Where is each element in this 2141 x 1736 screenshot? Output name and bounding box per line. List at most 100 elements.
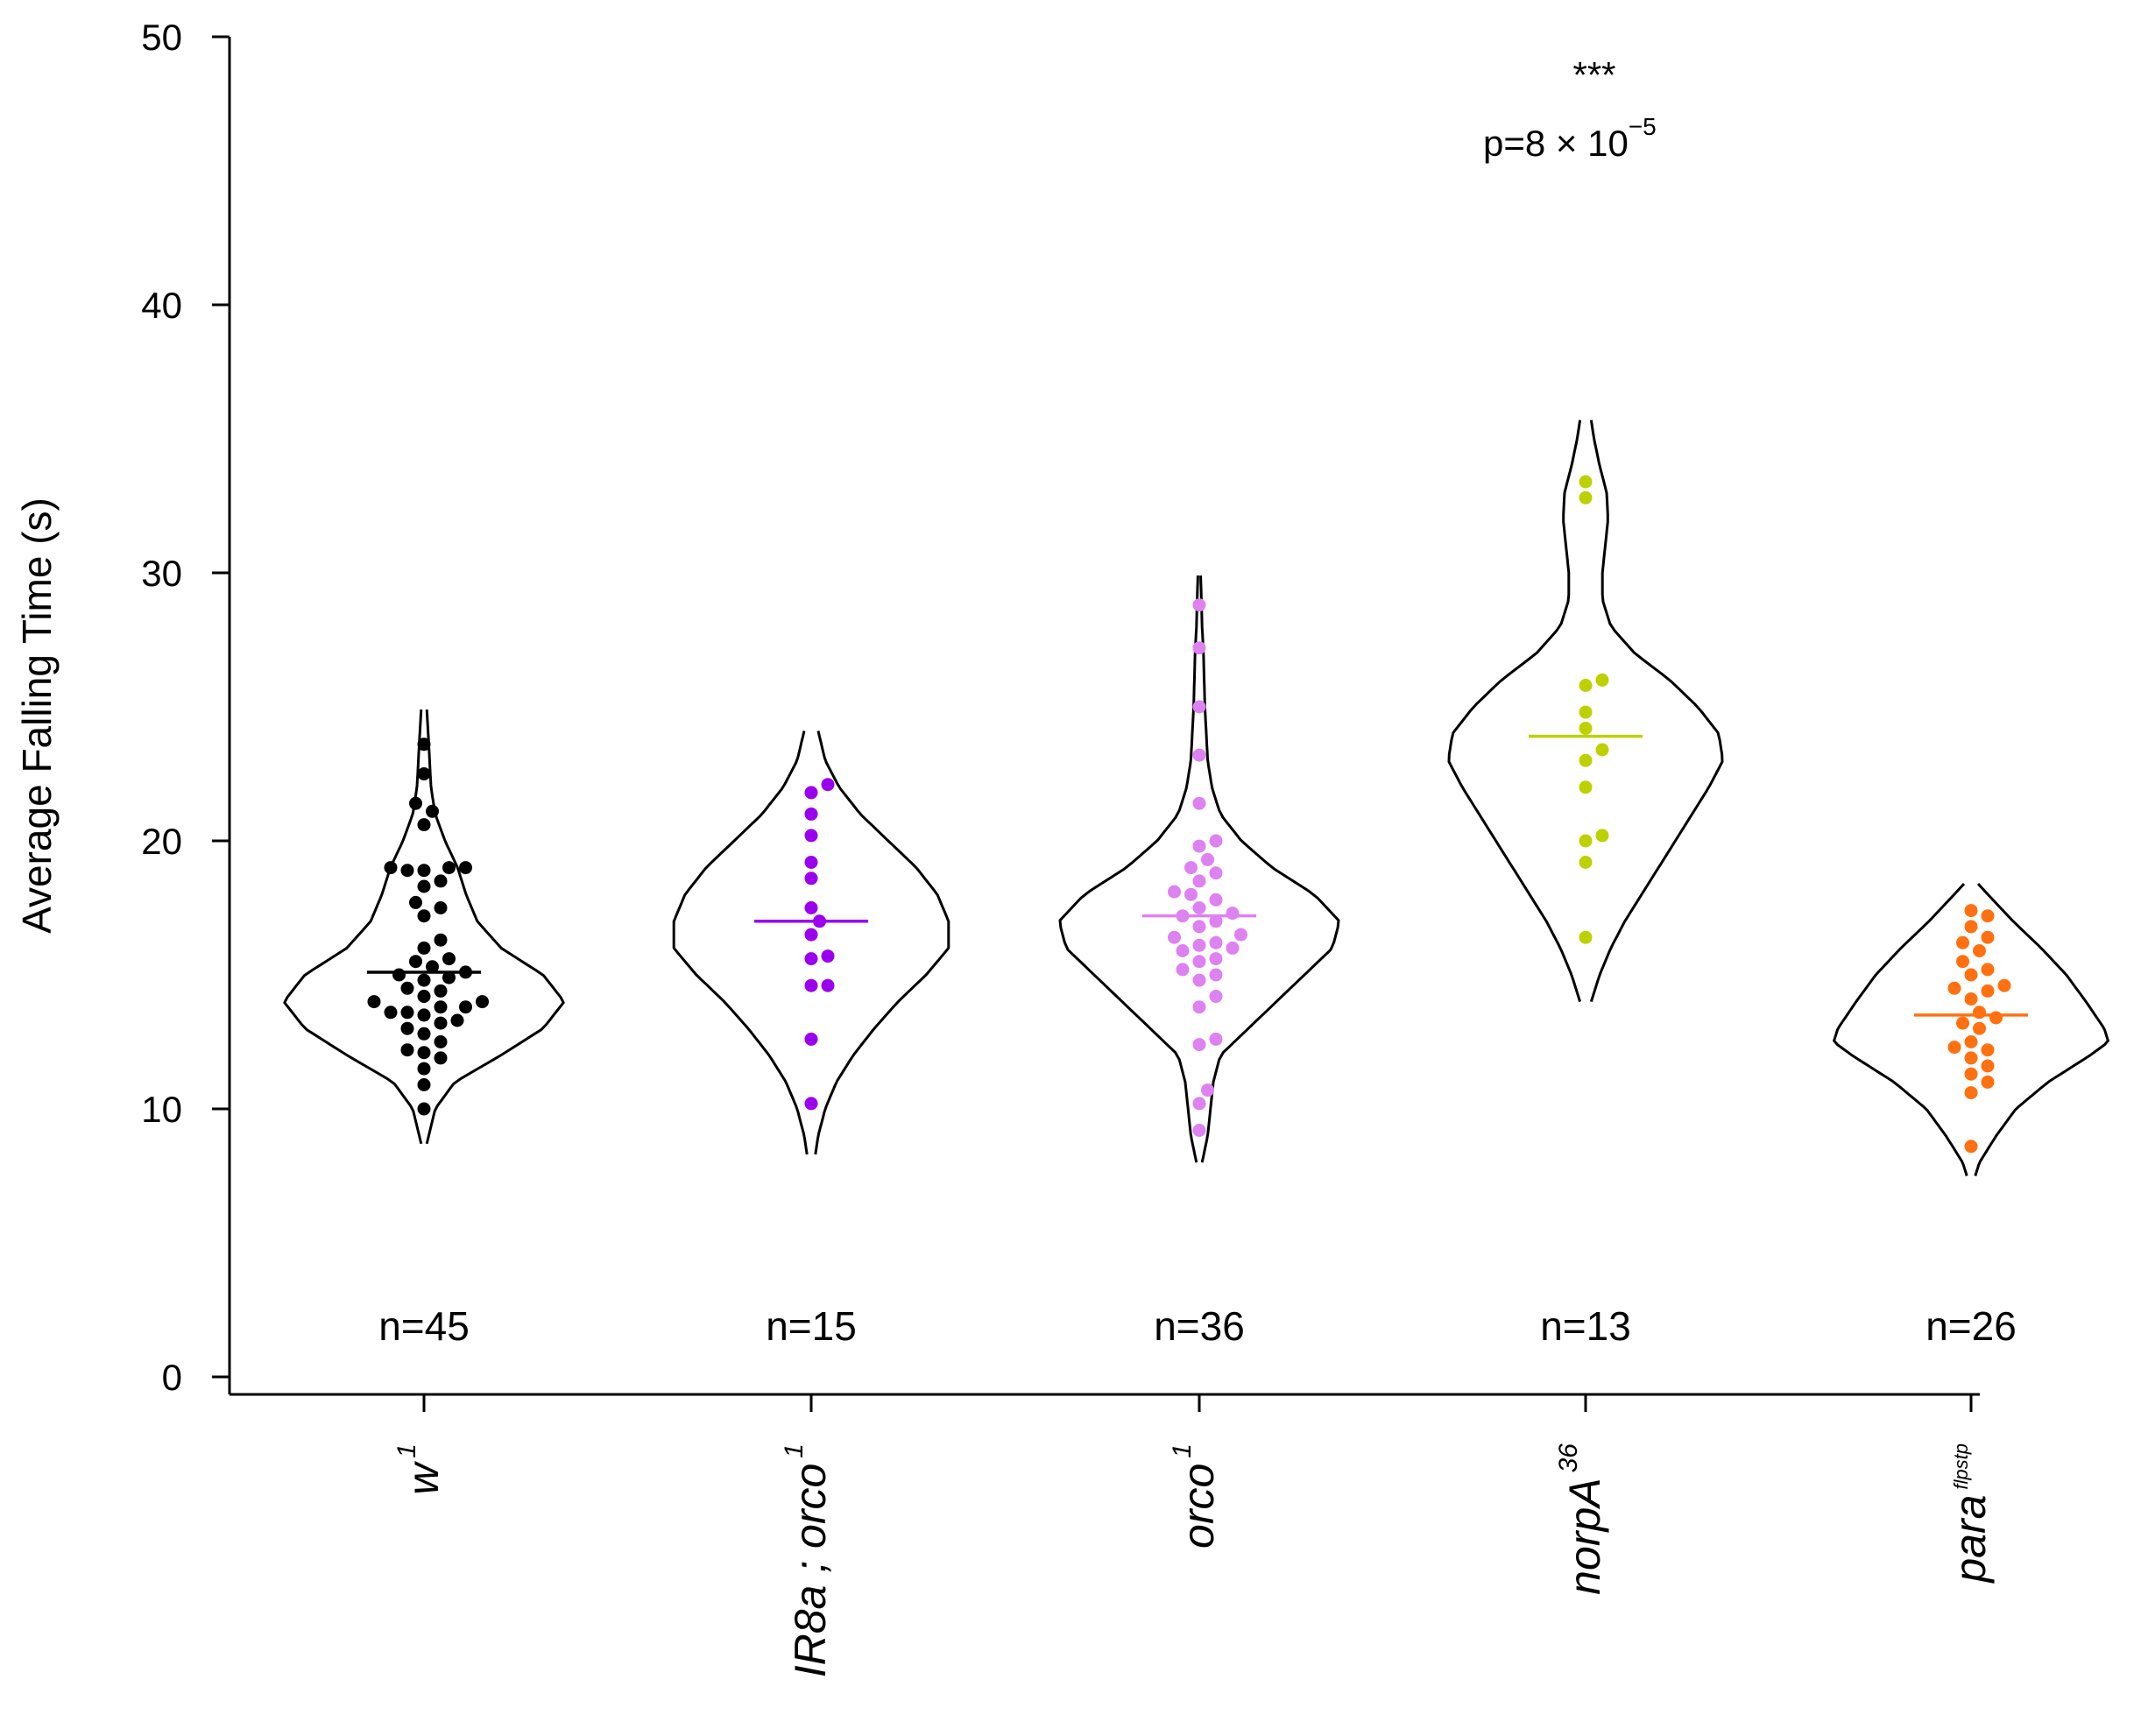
data-point: [400, 981, 414, 995]
data-point: [1964, 1140, 1978, 1154]
p-value-exponent: −5: [1629, 113, 1657, 140]
data-point: [1964, 992, 1978, 1006]
data-point: [1192, 1097, 1206, 1111]
data-point: [1192, 598, 1206, 612]
data-point: [821, 778, 835, 792]
x-category-superscript: 1: [1168, 1443, 1197, 1458]
data-point: [1579, 856, 1593, 869]
data-point: [1579, 475, 1593, 489]
x-category-superscript: 1: [392, 1443, 421, 1458]
data-point: [1989, 1011, 2003, 1025]
x-category-label: IR8a ; orco 1: [780, 1443, 835, 1677]
data-point: [804, 807, 818, 821]
data-point: [1192, 955, 1206, 969]
data-point: [417, 1027, 431, 1041]
violin-group: [1058, 575, 1340, 1163]
y-tick-label: 50: [141, 17, 182, 58]
data-point: [1184, 887, 1198, 901]
data-point: [804, 901, 818, 914]
x-category-label: norpA 36: [1554, 1443, 1609, 1595]
data-point: [804, 856, 818, 869]
data-point: [1579, 834, 1593, 848]
violins: [283, 420, 2109, 1176]
data-point: [1234, 928, 1247, 942]
data-point: [821, 978, 835, 992]
x-category-name: IR8a ; orco: [786, 1464, 835, 1678]
data-point: [1973, 944, 1986, 957]
data-point: [1192, 938, 1206, 952]
y-tick-label: 40: [141, 285, 182, 326]
data-point: [1192, 901, 1206, 914]
data-point: [417, 990, 431, 1003]
x-axis: [230, 1393, 1980, 1412]
data-point: [417, 864, 431, 878]
data-point: [1964, 1067, 1978, 1081]
data-point: [1981, 909, 1995, 923]
data-point: [1981, 1075, 1995, 1089]
data-point: [442, 952, 456, 966]
x-category-superscript: 36: [1554, 1443, 1583, 1473]
significance-stars: ***: [1572, 54, 1615, 95]
data-point: [1192, 641, 1206, 655]
data-point: [1209, 968, 1223, 982]
data-point: [417, 973, 431, 987]
y-axis: 0 10 20 30 40 50: [141, 17, 231, 1398]
n-labels: n=45 n=15 n=36 n=13 n=26: [378, 1303, 2017, 1349]
n-label: n=15: [766, 1303, 857, 1349]
data-point: [417, 1102, 431, 1116]
data-point: [434, 1000, 448, 1014]
data-point: [804, 786, 818, 800]
data-point: [434, 874, 448, 888]
data-point: [1192, 839, 1206, 853]
data-point: [1209, 1032, 1223, 1046]
data-point: [400, 1021, 414, 1035]
data-point: [1209, 952, 1223, 966]
data-point: [1209, 935, 1223, 949]
data-point: [1956, 955, 1969, 969]
violin-outline-left: [1058, 575, 1199, 1163]
x-category-superscript: 1: [780, 1443, 809, 1458]
data-point: [367, 995, 381, 1009]
data-point: [1209, 914, 1223, 928]
data-point: [417, 767, 431, 780]
violin-group: [283, 709, 565, 1145]
data-point: [804, 872, 818, 886]
data-point: [804, 978, 818, 992]
data-point: [1579, 722, 1593, 735]
data-point: [804, 928, 818, 942]
p-value-text: p=8 × 10: [1483, 123, 1629, 164]
data-point: [434, 901, 448, 914]
data-point: [434, 1035, 448, 1048]
data-point: [459, 1000, 472, 1014]
x-category-name: w: [399, 1461, 448, 1495]
x-category-name: orco: [1174, 1464, 1223, 1549]
data-point: [1192, 700, 1206, 714]
data-point: [1964, 1035, 1978, 1048]
data-point: [1579, 930, 1593, 944]
data-point: [417, 909, 431, 923]
data-point: [442, 970, 456, 984]
violin-outline-left: [1447, 420, 1582, 1003]
data-point: [1209, 990, 1223, 1003]
data-point: [1973, 1021, 1986, 1035]
violin-outline-right: [1589, 420, 1724, 1003]
data-point: [1209, 893, 1223, 907]
data-point: [1168, 930, 1181, 944]
data-point: [1192, 1000, 1206, 1014]
data-point: [1176, 963, 1190, 977]
data-point: [426, 804, 439, 818]
data-point: [400, 864, 414, 878]
data-point: [459, 861, 472, 875]
data-point: [417, 1046, 431, 1060]
data-point: [417, 737, 431, 752]
data-point: [1579, 679, 1593, 692]
data-point: [400, 1043, 414, 1057]
data-point: [1595, 743, 1609, 757]
data-point: [1964, 904, 1978, 918]
data-point: [400, 1006, 414, 1020]
data-point: [476, 995, 489, 1009]
data-point: [417, 879, 431, 893]
data-point: [1201, 1083, 1214, 1097]
data-point: [1947, 1041, 1961, 1055]
